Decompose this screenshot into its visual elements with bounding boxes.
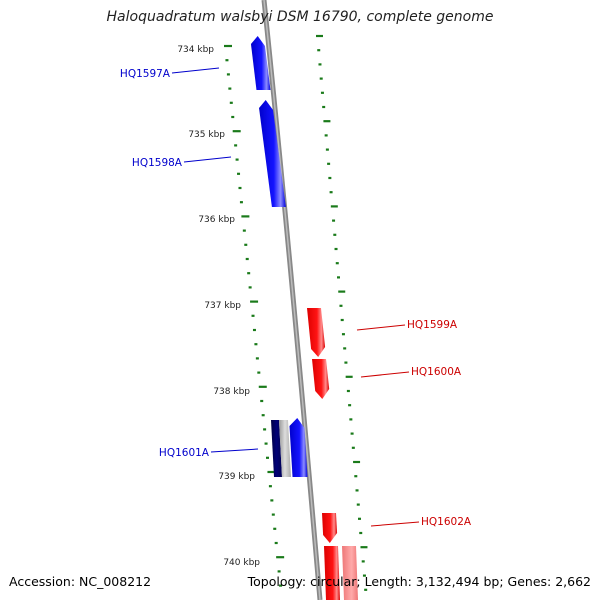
scale-label: 737 kbp xyxy=(204,301,241,311)
scale-label: 734 kbp xyxy=(177,45,214,55)
genome-summary-text: Topology: circular; Length: 3,132,494 bp… xyxy=(247,574,591,589)
gene-label-hq1601a[interactable]: HQ1601A xyxy=(159,447,210,459)
gene-arrow-hq1599a[interactable] xyxy=(307,308,326,357)
gene-arrow-hq1597a[interactable] xyxy=(250,36,271,90)
map-title: Haloquadratum walsbyi DSM 16790, complet… xyxy=(106,9,494,25)
gene-arrow-hq1601a[interactable] xyxy=(289,418,308,477)
gene-label-hq1597a[interactable]: HQ1597A xyxy=(120,68,171,80)
leader-line-hq1600a xyxy=(360,371,410,378)
gene-label-hq1600a[interactable]: HQ1600A xyxy=(411,366,462,378)
scale-label: 735 kbp xyxy=(188,130,225,140)
gene-arrow-hq1600a[interactable] xyxy=(312,359,330,399)
leader-line-hq1601a xyxy=(210,448,259,453)
genome-backbone-highlight xyxy=(263,0,321,601)
gene-block-navy[interactable] xyxy=(271,420,282,477)
gene-label-hq1599a[interactable]: HQ1599A xyxy=(407,319,458,331)
scale-ticks xyxy=(224,34,368,591)
gene-block-gray[interactable] xyxy=(279,420,291,477)
scale-label: 740 kbp xyxy=(223,558,260,568)
leader-line-hq1602a xyxy=(370,521,420,527)
leader-line-hq1598a xyxy=(183,156,232,163)
gene-block-pink-bottom[interactable] xyxy=(342,546,358,600)
gene-arrow-hq1598a[interactable] xyxy=(259,100,286,207)
gene-label-hq1598a[interactable]: HQ1598A xyxy=(132,157,183,169)
gene-arrow-hq1602a[interactable] xyxy=(322,513,338,543)
gene-labels: HQ1597A HQ1598A HQ1599A HQ1600A HQ1601A HQ160… xyxy=(120,68,472,528)
scale-label: 739 kbp xyxy=(218,472,255,482)
gene-block-red-bottom[interactable] xyxy=(324,546,340,600)
leader-line-hq1597a xyxy=(171,67,220,74)
leader-line-hq1599a xyxy=(356,324,406,331)
gene-leaders xyxy=(171,67,420,527)
scale-label: 736 kbp xyxy=(198,215,235,225)
gene-shapes xyxy=(250,36,358,600)
scale-labels: 734 kbp 735 kbp 736 kbp 737 kbp 738 kbp 739 k… xyxy=(177,45,260,568)
accession-text: Accession: NC_008212 xyxy=(9,574,152,589)
scale-label: 738 kbp xyxy=(213,387,250,397)
gene-label-hq1602a[interactable]: HQ1602A xyxy=(421,516,472,528)
